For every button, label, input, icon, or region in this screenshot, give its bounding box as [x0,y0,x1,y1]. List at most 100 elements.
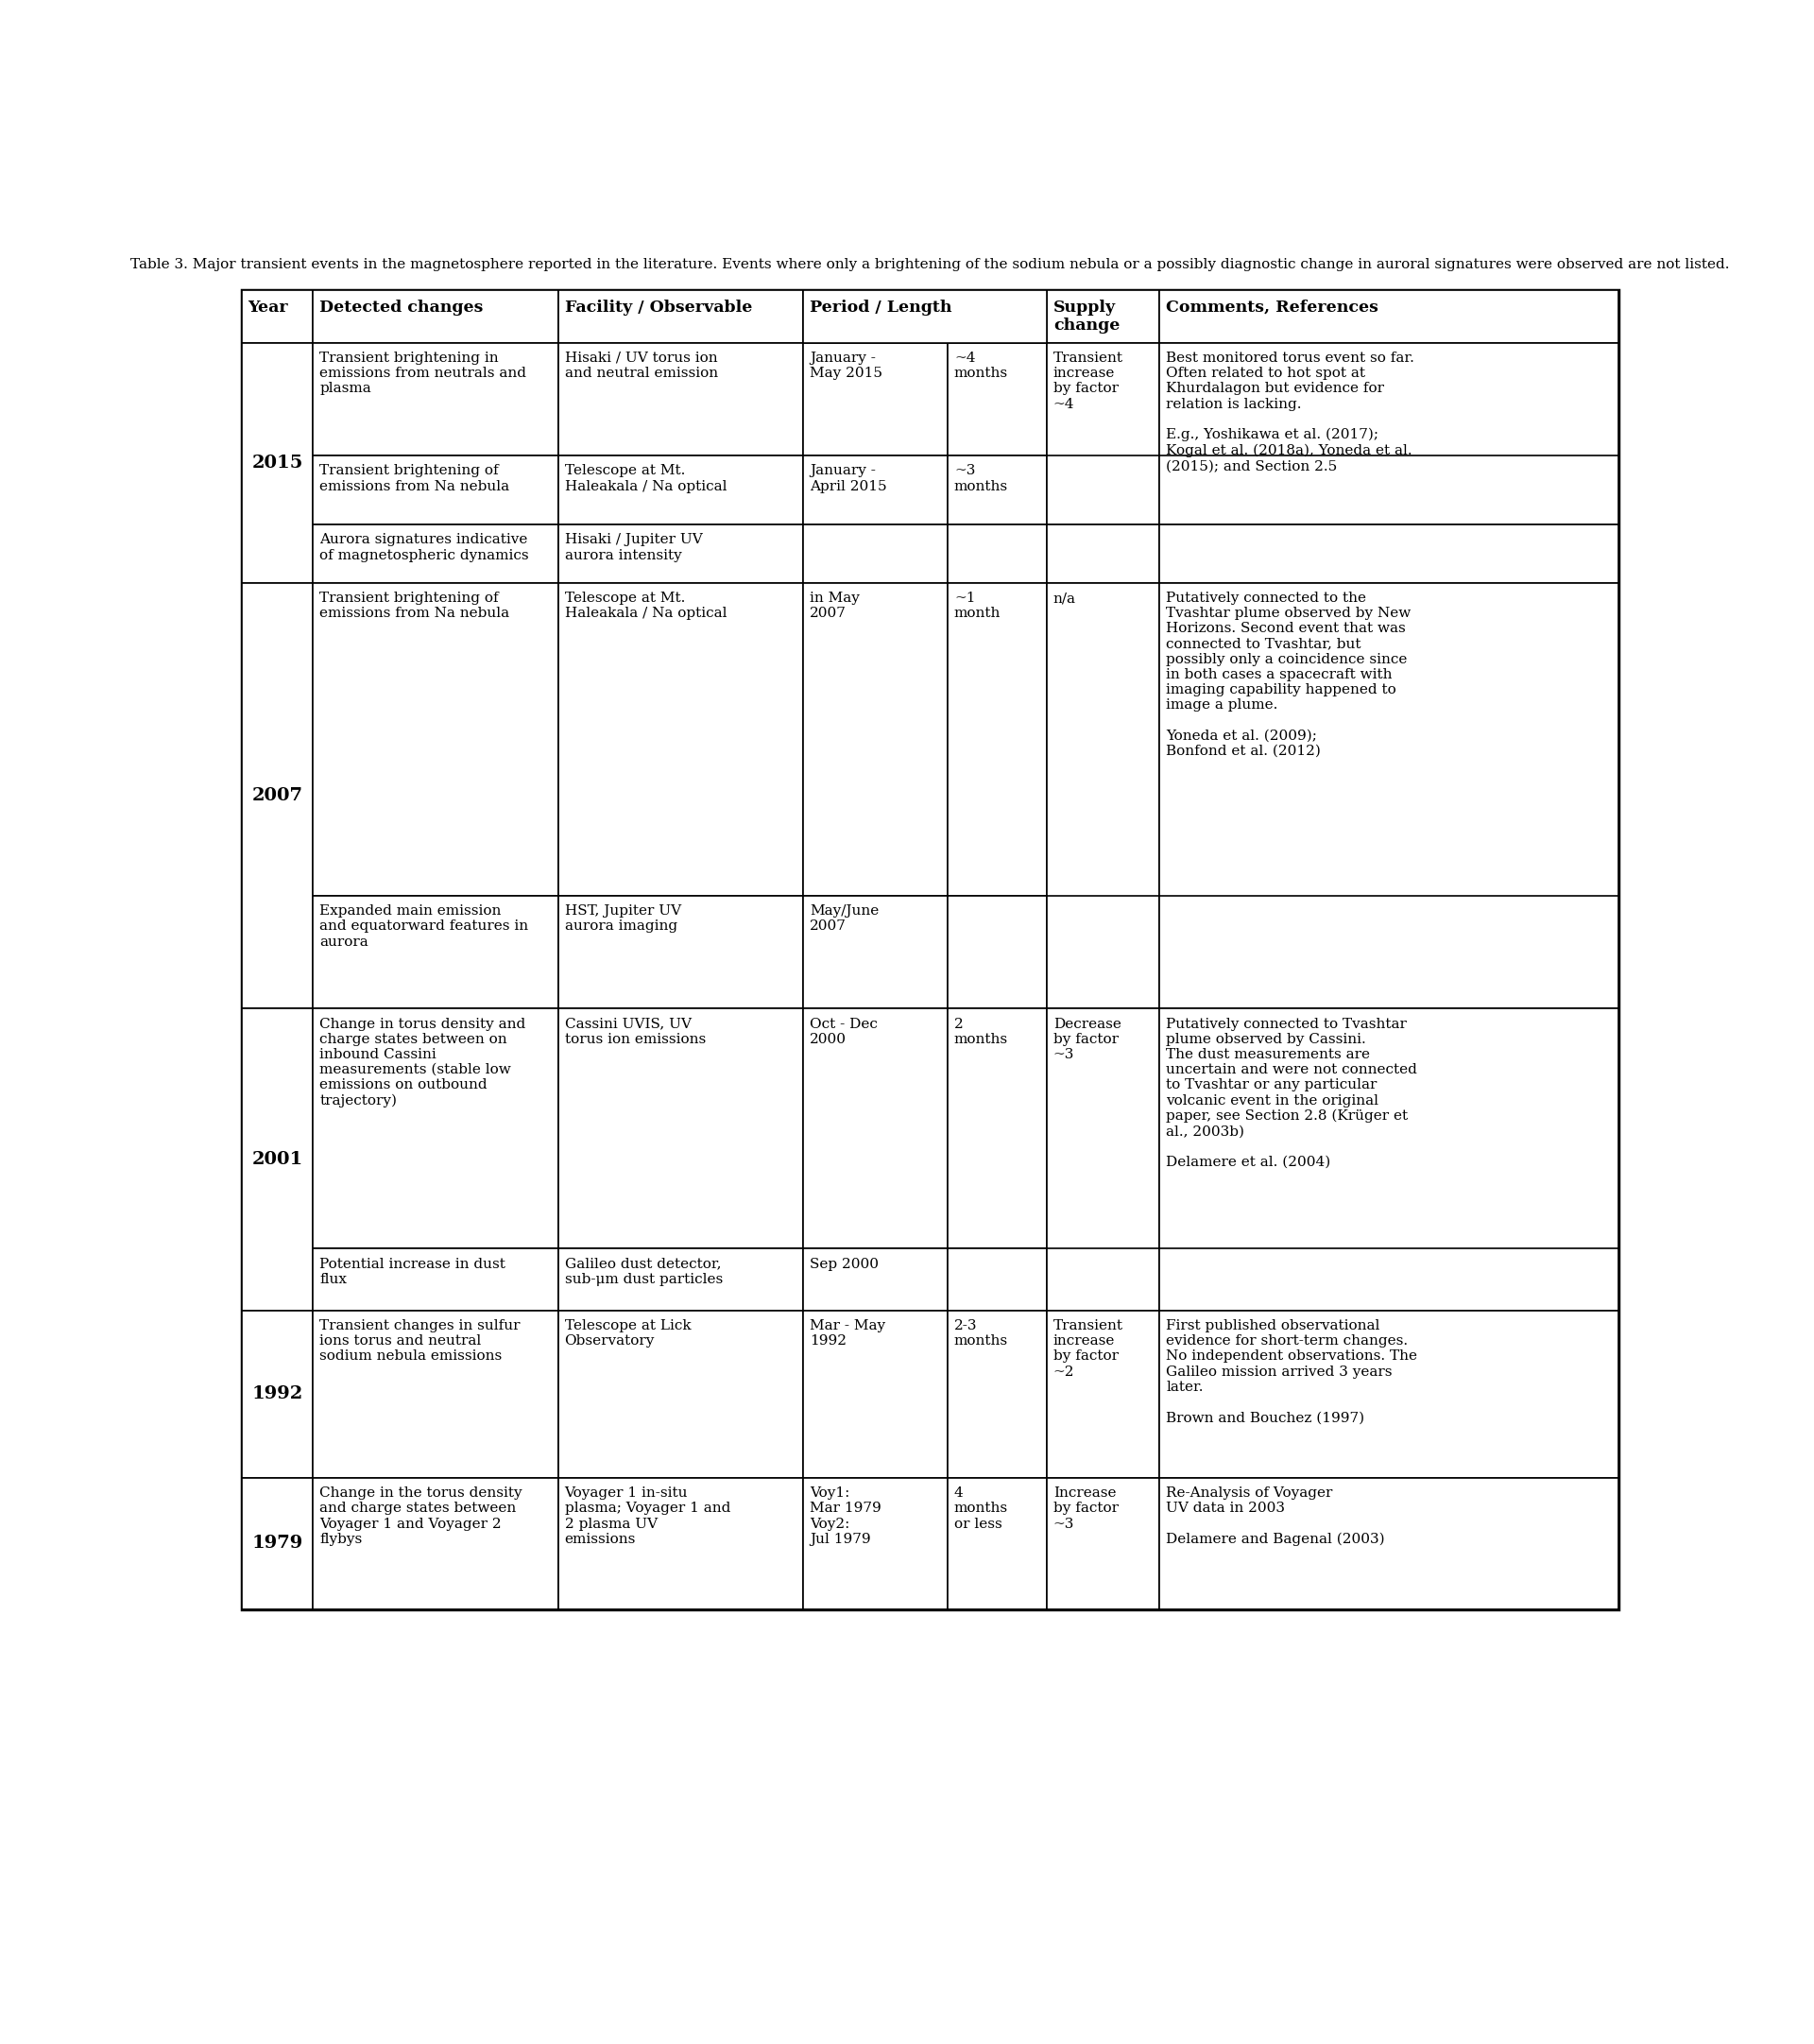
Text: Length: Length [954,298,1019,315]
Bar [314,583,559,895]
Bar [559,895,804,1008]
Bar [804,1008,947,1249]
Text: 4
months
or less: 4 months or less [954,1486,1009,1531]
Text: Supply
change: Supply change [1054,298,1119,333]
Bar [314,1008,559,1249]
Bar [1159,1008,1618,1310]
Bar [1047,1310,1159,1478]
Text: 1992: 1992 [252,1386,303,1402]
Bar [1159,1249,1618,1310]
Bar [559,583,804,895]
Text: January -
May 2015: January - May 2015 [809,352,882,380]
Bar [314,456,559,525]
Text: ~3
months: ~3 months [954,464,1009,493]
Bar [1047,1249,1159,1310]
Text: Oct - Dec
2000: Oct - Dec 2000 [809,1018,878,1047]
Bar [1159,895,1618,1008]
Text: ~1
month: ~1 month [954,591,1001,619]
Bar [804,895,947,1008]
Bar [1047,583,1159,1008]
Text: 2007: 2007 [252,787,303,803]
Bar [1159,343,1618,583]
Text: Mar - May
1992: Mar - May 1992 [809,1318,885,1347]
Bar [314,1310,559,1478]
Text: Transient brightening in
emissions from neutrals and
plasma: Transient brightening in emissions from … [319,352,526,394]
Text: Hisaki / Jupiter UV
aurora intensity: Hisaki / Jupiter UV aurora intensity [564,533,702,562]
Bar [1047,1008,1159,1310]
Text: 2-3
months: 2-3 months [954,1318,1009,1347]
Bar [241,290,314,343]
Text: 2001: 2001 [252,1151,303,1167]
Bar [1159,1478,1618,1609]
Text: 2
months: 2 months [954,1018,1009,1047]
Bar [559,1478,804,1609]
Bar [947,1478,1047,1609]
Bar [559,456,804,525]
Text: Galileo dust detector,
sub-μm dust particles: Galileo dust detector, sub-μm dust parti… [564,1257,722,1286]
Text: Putatively connected to the
Tvashtar plume observed by New
Horizons. Second even: Putatively connected to the Tvashtar plu… [1166,591,1411,758]
Bar [804,1478,947,1609]
Bar [947,290,1047,343]
Bar [314,343,559,456]
Text: in May
2007: in May 2007 [809,591,860,619]
Text: Telescope at Lick
Observatory: Telescope at Lick Observatory [564,1318,691,1347]
Bar [1047,525,1159,583]
Bar [559,1310,804,1478]
Text: Table 3. Major transient events in the magnetosphere reported in the literature.: Table 3. Major transient events in the m… [131,258,1729,272]
Bar [241,1310,314,1478]
Bar [1047,895,1159,1008]
Text: Voyager 1 in-situ
plasma; Voyager 1 and
2 plasma UV
emissions: Voyager 1 in-situ plasma; Voyager 1 and … [564,1486,731,1545]
Bar [1159,456,1618,525]
Bar [1047,290,1159,343]
Text: Re-Analysis of Voyager
UV data in 2003

Delamere and Bagenal (2003): Re-Analysis of Voyager UV data in 2003 D… [1166,1486,1384,1545]
Text: Change in the torus density
and charge states between
Voyager 1 and Voyager 2
fl: Change in the torus density and charge s… [319,1486,522,1545]
Bar [804,290,1047,343]
Bar [559,1249,804,1310]
Bar [804,290,947,343]
Bar [1159,583,1618,1008]
Bar [241,290,1618,1609]
Bar [804,1310,947,1478]
Text: Sep 2000: Sep 2000 [809,1257,878,1271]
Text: Cassini UVIS, UV
torus ion emissions: Cassini UVIS, UV torus ion emissions [564,1018,706,1047]
Text: ~4
months: ~4 months [954,352,1009,380]
Text: Transient
increase
by factor
~2: Transient increase by factor ~2 [1054,1318,1123,1378]
Bar [804,1249,947,1310]
Text: n/a: n/a [1054,591,1076,605]
Bar [241,1478,314,1609]
Bar [314,1478,559,1609]
Bar [1159,290,1618,343]
Bar [559,343,804,456]
Text: 1979: 1979 [252,1535,303,1551]
Bar [947,456,1047,525]
Bar [1047,1478,1159,1609]
Bar [314,895,559,1008]
Text: Voy1:
Mar 1979
Voy2:
Jul 1979: Voy1: Mar 1979 Voy2: Jul 1979 [809,1486,882,1545]
Bar [241,1008,314,1310]
Bar [947,343,1047,456]
Bar [947,1249,1047,1310]
Text: Aurora signatures indicative
of magnetospheric dynamics: Aurora signatures indicative of magnetos… [319,533,530,562]
Text: Putatively connected to Tvashtar
plume observed by Cassini.
The dust measurement: Putatively connected to Tvashtar plume o… [1166,1018,1417,1169]
Text: HST, Jupiter UV
aurora imaging: HST, Jupiter UV aurora imaging [564,905,680,932]
Bar [804,583,947,895]
Bar [314,525,559,583]
Bar [947,1310,1047,1478]
Text: Telescope at Mt.
Haleakala / Na optical: Telescope at Mt. Haleakala / Na optical [564,591,727,619]
Text: Telescope at Mt.
Haleakala / Na optical: Telescope at Mt. Haleakala / Na optical [564,464,727,493]
Text: Transient brightening of
emissions from Na nebula: Transient brightening of emissions from … [319,591,510,619]
Text: Comments, References: Comments, References [1166,298,1379,315]
Text: 2015: 2015 [252,454,303,472]
Text: Decrease
by factor
~3: Decrease by factor ~3 [1054,1018,1121,1061]
Text: Expanded main emission
and equatorward features in
aurora: Expanded main emission and equatorward f… [319,905,528,948]
Text: Hisaki / UV torus ion
and neutral emission: Hisaki / UV torus ion and neutral emissi… [564,352,718,380]
Bar [804,525,947,583]
Text: Increase
by factor
~3: Increase by factor ~3 [1054,1486,1119,1531]
Bar [947,525,1047,583]
Bar [559,525,804,583]
Bar [947,1008,1047,1249]
Bar [241,343,314,583]
Bar [1047,343,1159,583]
Bar [314,1249,559,1310]
Text: May/June
2007: May/June 2007 [809,905,878,932]
